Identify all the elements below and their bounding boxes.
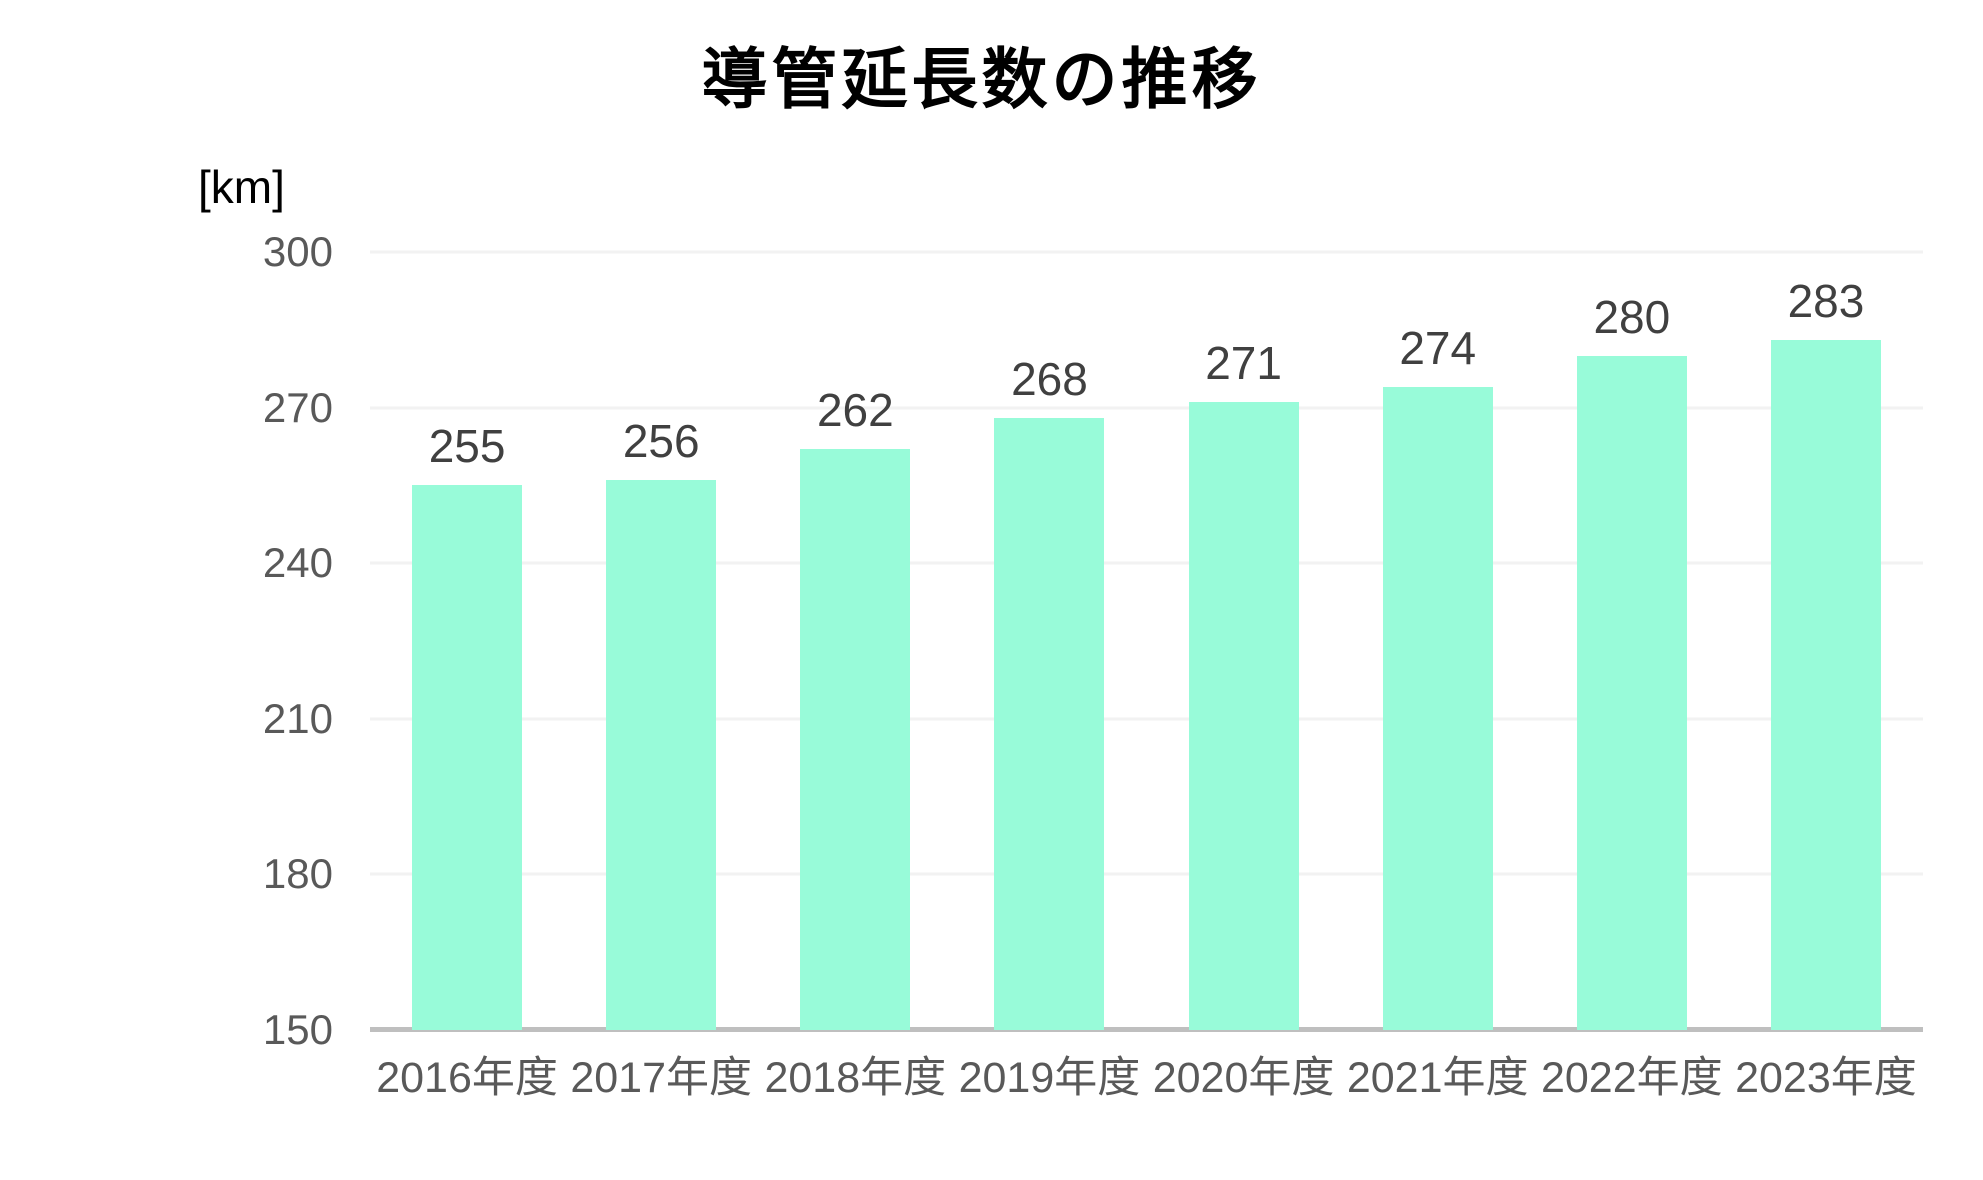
- bar-2018年度: [800, 449, 911, 1030]
- bar-2016年度: [412, 485, 523, 1030]
- bar-value-label: 268: [1011, 352, 1088, 405]
- x-tick-label: 2022年度: [1540, 1054, 1723, 1102]
- x-tick-label: 2023年度: [1735, 1054, 1917, 1102]
- gridline: [370, 406, 1923, 410]
- y-axis-unit-label: [km]: [198, 161, 285, 213]
- y-tick-label: 210: [262, 694, 333, 742]
- y-tick-label: 180: [262, 850, 333, 898]
- bar-value-label: 271: [1205, 337, 1282, 390]
- bar-value-label: 255: [428, 420, 506, 473]
- y-tick-label: 300: [262, 228, 333, 275]
- gridline: [370, 717, 1923, 721]
- y-tick-label: 240: [262, 539, 333, 587]
- bar-2019年度: [994, 417, 1105, 1030]
- gridline: [370, 872, 1923, 876]
- bar-value-label: 256: [622, 415, 700, 468]
- bar-value-label: 280: [1593, 290, 1671, 343]
- gridline: [370, 561, 1923, 565]
- x-tick-label: 2018年度: [764, 1054, 947, 1102]
- bar-2022年度: [1576, 355, 1687, 1030]
- x-tick-label: 2021年度: [1346, 1054, 1529, 1102]
- x-tick-label: 2017年度: [570, 1054, 753, 1102]
- x-tick-label: 2016年度: [376, 1054, 558, 1102]
- x-tick-label: 2020年度: [1152, 1054, 1335, 1102]
- bar-value-label: 283: [1787, 275, 1865, 328]
- gridline: [370, 250, 1923, 254]
- bar-value-label: 262: [816, 384, 894, 437]
- plot-area: [370, 250, 1923, 1032]
- x-axis-line: [370, 1027, 1923, 1032]
- bar-2021年度: [1382, 386, 1493, 1030]
- bar-2023年度: [1770, 340, 1881, 1030]
- y-tick-label: 270: [262, 383, 333, 431]
- bar-2017年度: [606, 480, 717, 1030]
- chart-title: 導管延長数の推移: [701, 42, 1262, 116]
- x-tick-label: 2019年度: [958, 1054, 1141, 1102]
- y-tick-label: 150: [262, 1006, 333, 1053]
- bar-2020年度: [1188, 402, 1299, 1030]
- bar-value-label: 274: [1399, 321, 1477, 374]
